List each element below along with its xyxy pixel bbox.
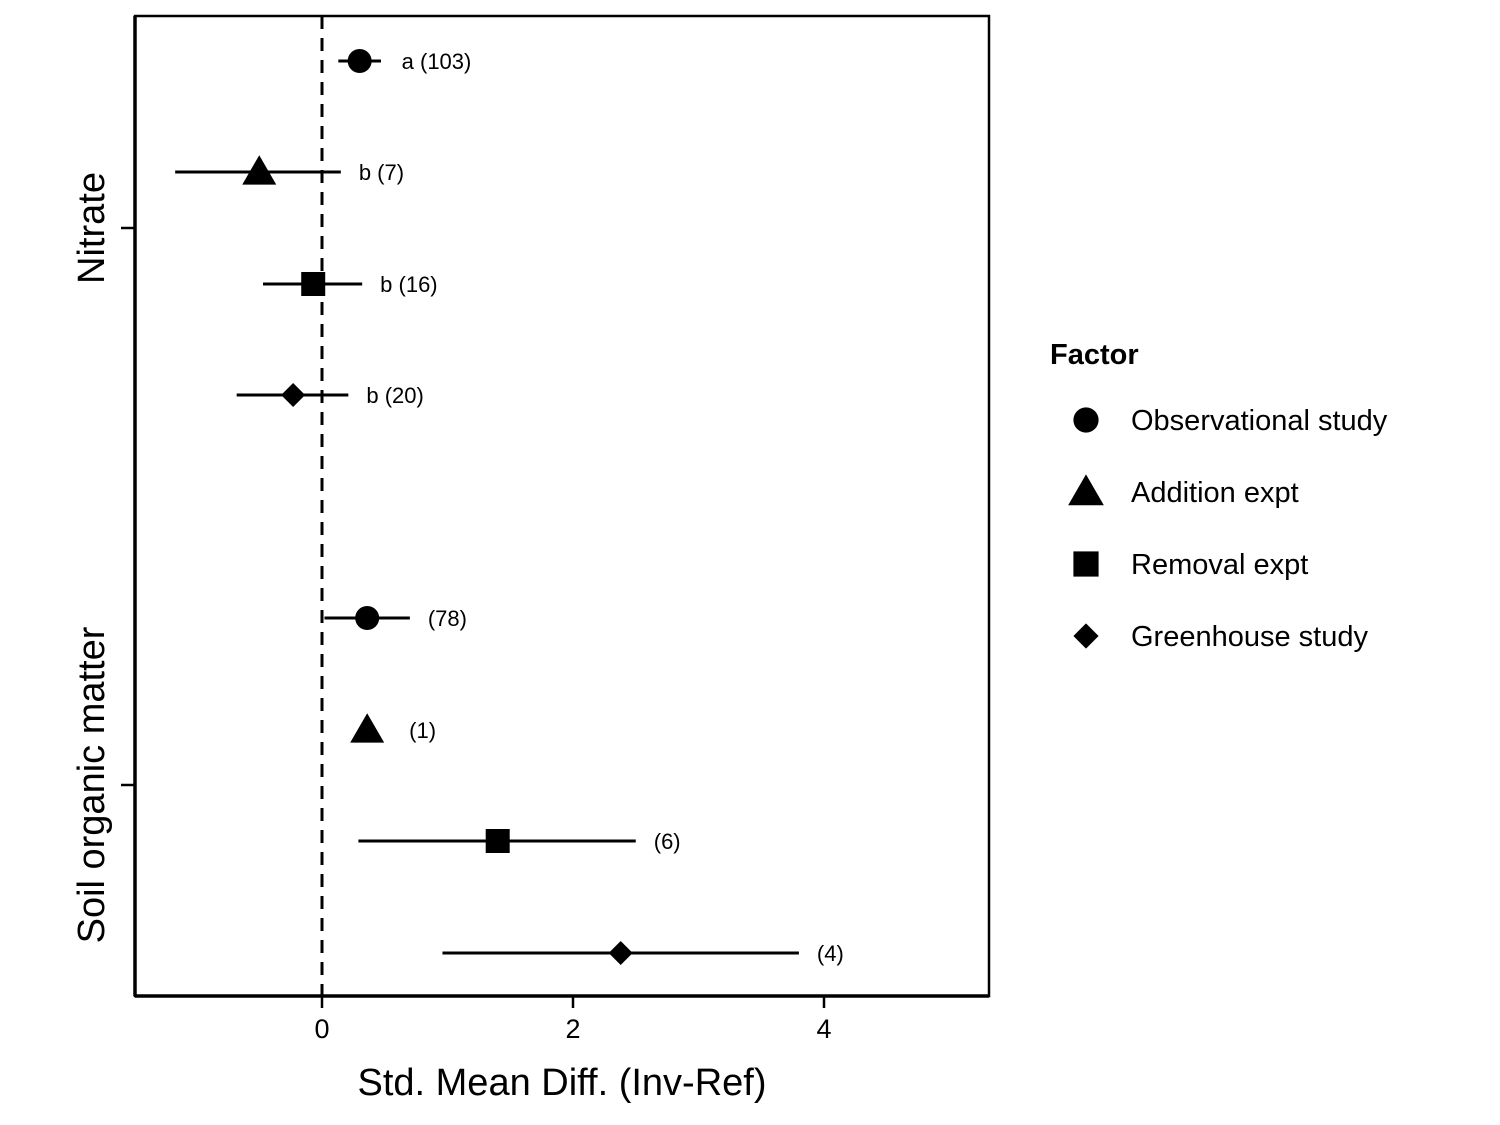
x-tick-label-4: 4 <box>816 1014 831 1044</box>
legend-marker-greenhouse-study <box>1073 623 1099 649</box>
point-soil-organic-matter-observational-study <box>355 606 380 630</box>
legend-marker-observational-study <box>1073 407 1099 433</box>
point-label-nitrate-addition-expt: b (7) <box>359 160 404 185</box>
legend-label-addition-expt: Addition expt <box>1131 477 1299 509</box>
point-label-soil-organic-matter-removal-expt: (6) <box>654 829 681 854</box>
x-tick-label-2: 2 <box>565 1014 580 1044</box>
point-soil-organic-matter-greenhouse-study <box>608 941 633 965</box>
legend-label-removal-expt: Removal expt <box>1131 549 1308 581</box>
point-label-nitrate-removal-expt: b (16) <box>380 272 437 297</box>
legend-label-observational-study: Observational study <box>1131 405 1388 437</box>
point-label-soil-organic-matter-addition-expt: (1) <box>409 718 436 743</box>
point-soil-organic-matter-addition-expt <box>350 713 385 743</box>
plot-area: 0 2 4 Nitrate Soil organic matter a (103) b (7… <box>71 14 991 1044</box>
point-nitrate-addition-expt <box>242 155 277 185</box>
point-label-soil-organic-matter-greenhouse-study: (4) <box>817 941 844 966</box>
point-label-soil-organic-matter-observational-study: (78) <box>428 606 467 631</box>
legend-label-greenhouse-study: Greenhouse study <box>1131 621 1368 653</box>
point-nitrate-removal-expt <box>301 272 326 296</box>
y-group-label-soil-organic-matter: Soil organic matter <box>71 626 113 943</box>
point-label-nitrate-observational-study: a (103) <box>402 49 472 74</box>
point-nitrate-greenhouse-study <box>281 383 306 407</box>
legend: Factor Observational study Addition expt Re… <box>1050 339 1388 653</box>
legend-title: Factor <box>1050 339 1139 371</box>
point-nitrate-observational-study <box>347 49 372 73</box>
point-soil-organic-matter-removal-expt <box>485 829 510 853</box>
legend-marker-addition-expt <box>1068 474 1104 506</box>
point-label-nitrate-greenhouse-study: b (20) <box>366 383 423 408</box>
x-tick-label-0: 0 <box>314 1014 329 1044</box>
y-group-label-nitrate: Nitrate <box>71 172 113 284</box>
legend-marker-removal-expt <box>1073 551 1099 577</box>
x-axis-title: Std. Mean Diff. (Inv-Ref) <box>358 1062 767 1104</box>
